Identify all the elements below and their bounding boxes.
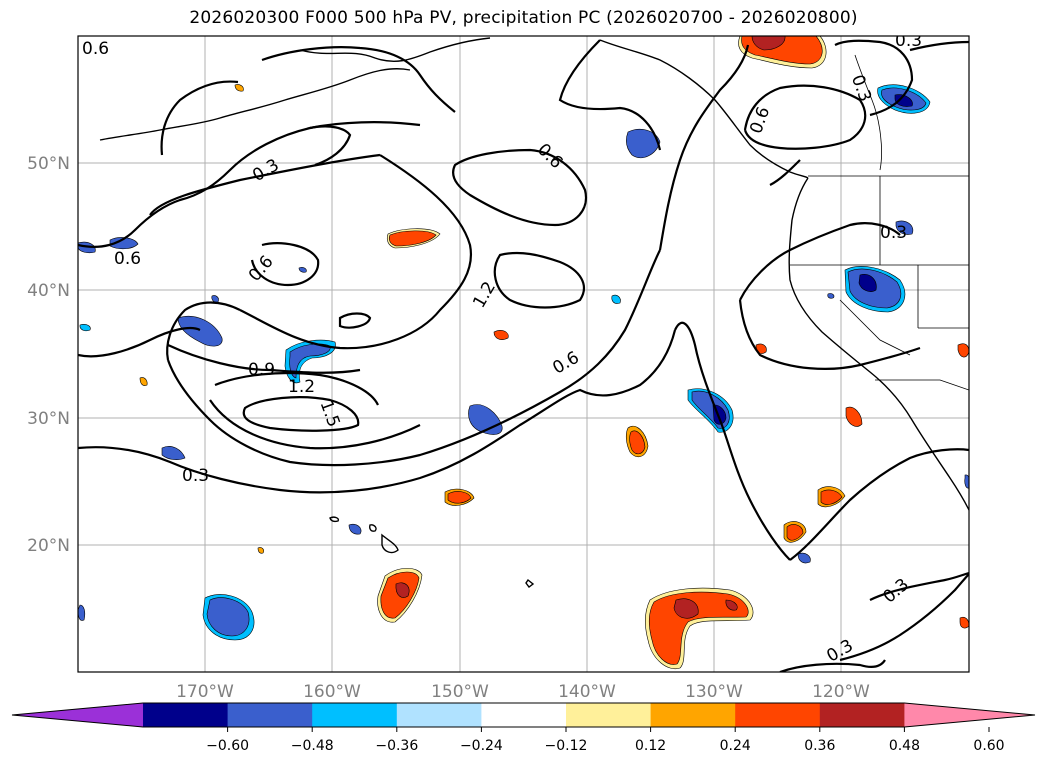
colorbar-segment bbox=[819, 703, 905, 727]
colorbar-extend-high bbox=[904, 703, 1035, 727]
lat-labels: 50°N 40°N 30°N 20°N bbox=[27, 154, 70, 556]
contour-label: 0.3 bbox=[895, 31, 922, 51]
colorbar: −0.60 −0.48 −0.36 −0.24 −0.12 0.12 0.24 0.36 0.4… bbox=[11, 702, 1036, 754]
contour-label: 1.2 bbox=[288, 377, 315, 397]
contour-label: 0.3 bbox=[182, 466, 209, 486]
colorbar-segment bbox=[312, 703, 398, 727]
colorbar-segment bbox=[650, 703, 736, 727]
colorbar-segment bbox=[481, 703, 567, 727]
contour-label: 0.6 bbox=[114, 249, 141, 269]
colorbar-segment bbox=[227, 703, 313, 727]
map-title: 2026020300 F000 500 hPa PV, precipitatio… bbox=[189, 8, 858, 28]
lat-label: 50°N bbox=[27, 154, 70, 174]
plot-area bbox=[78, 36, 969, 672]
colorbar-segment bbox=[735, 703, 821, 727]
lon-label: 170°W bbox=[176, 682, 234, 702]
lat-label: 40°N bbox=[27, 281, 70, 301]
lat-label: 20°N bbox=[27, 536, 70, 556]
pv-contours bbox=[78, 39, 969, 672]
lon-label: 130°W bbox=[685, 682, 743, 702]
colorbar-tick-label: 0.48 bbox=[889, 738, 920, 754]
lon-label: 160°W bbox=[303, 682, 361, 702]
contour-label: 0.6 bbox=[82, 39, 109, 59]
colorbar-tick-label: −0.24 bbox=[460, 738, 503, 754]
lon-label: 140°W bbox=[558, 682, 616, 702]
contour-label: 0.9 bbox=[248, 360, 275, 380]
gridlines bbox=[78, 36, 969, 672]
colorbar-tick-label: −0.12 bbox=[545, 738, 588, 754]
plot-frame bbox=[77, 35, 970, 673]
colorbar-extend-low bbox=[12, 703, 143, 727]
colorbar-tick-label: −0.60 bbox=[206, 738, 249, 754]
colorbar-tick-label: 0.24 bbox=[720, 738, 751, 754]
colorbar-segment bbox=[396, 703, 482, 727]
lat-label: 30°N bbox=[27, 409, 70, 429]
state-borders bbox=[790, 54, 969, 391]
coastlines bbox=[99, 37, 969, 588]
colorbar-tick-label: −0.48 bbox=[291, 738, 334, 754]
colorbar-segment bbox=[143, 703, 229, 727]
precip-negative-areas bbox=[78, 84, 969, 641]
colorbar-tick-label: −0.36 bbox=[375, 738, 418, 754]
precip-positive-areas bbox=[139, 36, 969, 670]
lon-label: 150°W bbox=[431, 682, 489, 702]
colorbar-tick-label: 0.60 bbox=[973, 738, 1004, 754]
contour-label: 0.3 bbox=[880, 223, 907, 243]
lon-label: 120°W bbox=[812, 682, 870, 702]
colorbar-segment bbox=[566, 703, 652, 727]
colorbar-tick-label: 0.36 bbox=[804, 738, 835, 754]
lon-labels: 170°W 160°W 150°W 140°W 130°W 120°W bbox=[176, 682, 870, 702]
colorbar-tick-label: 0.12 bbox=[635, 738, 666, 754]
colorbar-outline bbox=[11, 702, 1036, 728]
